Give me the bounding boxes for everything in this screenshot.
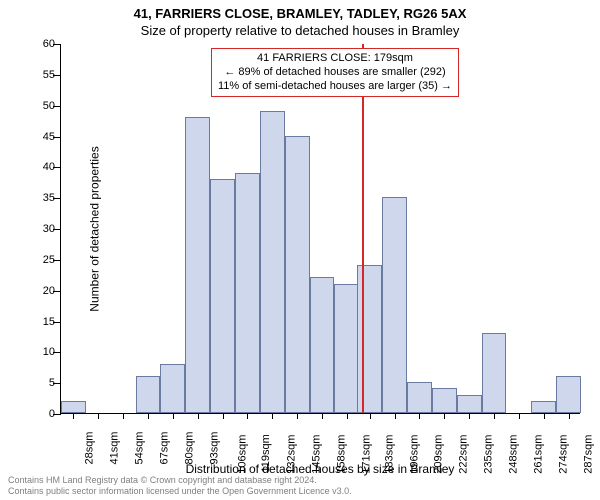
y-tick-label: 30 <box>27 223 55 235</box>
x-tick-label: 80sqm <box>183 432 195 465</box>
x-tick-label: 287sqm <box>582 435 594 474</box>
x-tick <box>123 413 124 419</box>
y-tick-label: 10 <box>27 346 55 358</box>
x-tick <box>98 413 99 419</box>
x-tick <box>173 413 174 419</box>
x-tick <box>148 413 149 419</box>
footer-line-1: Contains HM Land Registry data © Crown c… <box>8 475 352 485</box>
x-tick <box>198 413 199 419</box>
x-tick-label: 93sqm <box>208 432 220 465</box>
chart-container: 41, FARRIERS CLOSE, BRAMLEY, TADLEY, RG2… <box>0 0 600 500</box>
y-tick-label: 5 <box>27 377 55 389</box>
footer-line-2: Contains public sector information licen… <box>8 486 352 496</box>
plot-area: 05101520253035404550556028sqm41sqm54sqm6… <box>60 44 580 414</box>
histogram-bar <box>285 136 310 414</box>
histogram-bar <box>334 284 359 414</box>
y-axis-label: Number of detached properties <box>88 146 102 311</box>
x-tick <box>569 413 570 419</box>
histogram-bar <box>61 401 86 413</box>
y-tick-label: 60 <box>27 38 55 50</box>
x-tick <box>347 413 348 419</box>
y-tick-label: 20 <box>27 285 55 297</box>
x-tick <box>544 413 545 419</box>
histogram-bar <box>260 111 285 413</box>
reference-line <box>362 44 364 413</box>
histogram-bar <box>432 388 457 413</box>
x-tick <box>247 413 248 419</box>
footer-attribution: Contains HM Land Registry data © Crown c… <box>8 475 352 496</box>
y-tick-label: 55 <box>27 69 55 81</box>
y-tick-label: 15 <box>27 316 55 328</box>
histogram-bar <box>357 265 382 413</box>
annotation-line: 11% of semi-detached houses are larger (… <box>218 80 452 94</box>
x-axis-label: Distribution of detached houses by size … <box>60 462 580 476</box>
x-tick <box>469 413 470 419</box>
y-tick-label: 45 <box>27 131 55 143</box>
y-tick-label: 25 <box>27 254 55 266</box>
x-tick <box>297 413 298 419</box>
y-tick-label: 50 <box>27 100 55 112</box>
x-tick-label: 28sqm <box>84 432 96 465</box>
histogram-bar <box>482 333 507 413</box>
x-tick <box>494 413 495 419</box>
x-tick <box>519 413 520 419</box>
x-tick <box>370 413 371 419</box>
annotation-line: 41 FARRIERS CLOSE: 179sqm <box>218 52 452 66</box>
histogram-bar <box>235 173 260 414</box>
y-tick-label: 40 <box>27 161 55 173</box>
page-title: 41, FARRIERS CLOSE, BRAMLEY, TADLEY, RG2… <box>0 0 600 21</box>
histogram-bar <box>160 364 185 413</box>
x-tick-label: 41sqm <box>109 432 121 465</box>
x-tick <box>395 413 396 419</box>
histogram-bar <box>210 179 235 413</box>
x-tick <box>419 413 420 419</box>
x-tick <box>272 413 273 419</box>
x-tick-label: 54sqm <box>134 432 146 465</box>
annotation-box: 41 FARRIERS CLOSE: 179sqm← 89% of detach… <box>211 48 459 97</box>
annotation-line: ← 89% of detached houses are smaller (29… <box>218 66 452 80</box>
x-tick <box>223 413 224 419</box>
page-subtitle: Size of property relative to detached ho… <box>0 21 600 38</box>
histogram-bar <box>531 401 556 413</box>
x-tick <box>322 413 323 419</box>
histogram-bar <box>136 376 161 413</box>
histogram-bar <box>556 376 581 413</box>
x-tick-label: 67sqm <box>159 432 171 465</box>
histogram-bar <box>310 277 335 413</box>
histogram-bar <box>407 382 432 413</box>
y-tick-label: 0 <box>27 408 55 420</box>
x-tick <box>73 413 74 419</box>
y-tick-label: 35 <box>27 192 55 204</box>
histogram-bar <box>185 117 210 413</box>
histogram-bar <box>457 395 482 414</box>
histogram-bar <box>382 197 407 413</box>
plot-region: 05101520253035404550556028sqm41sqm54sqm6… <box>60 44 580 414</box>
x-tick <box>444 413 445 419</box>
